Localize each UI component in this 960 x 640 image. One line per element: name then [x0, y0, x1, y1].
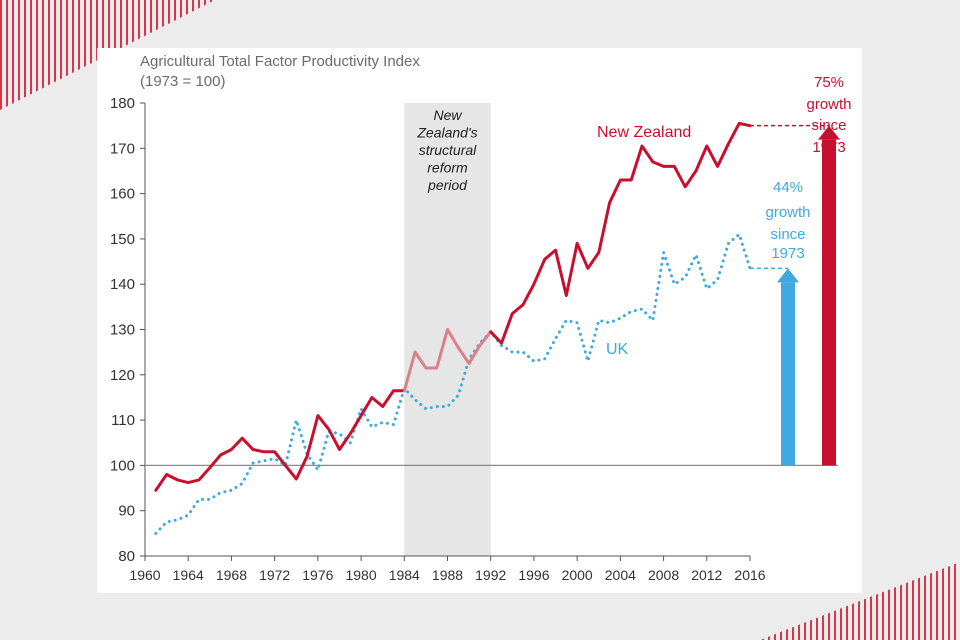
growth-annotation-text: since	[811, 117, 846, 134]
uk-series-label: UK	[606, 341, 629, 358]
y-tick-label: 100	[110, 457, 135, 474]
growth-arrow-head	[777, 268, 799, 283]
x-tick-label: 1976	[302, 567, 333, 583]
x-tick-label: 1984	[389, 567, 420, 583]
y-tick-label: 160	[110, 186, 135, 203]
growth-annotation-text: 1973	[771, 245, 804, 262]
chart-title: Agricultural Total Factor Productivity I…	[140, 53, 420, 70]
growth-annotation-text: 44%	[773, 179, 803, 196]
chart-subtitle: (1973 = 100)	[140, 73, 225, 90]
new-zealand-series-line-post-reform	[489, 121, 752, 345]
growth-annotation-text: 1973	[812, 139, 845, 156]
x-tick-label: 2004	[605, 567, 636, 583]
x-tick-label: 1988	[432, 567, 463, 583]
x-tick-label: 2012	[691, 567, 722, 583]
x-tick-label: 1996	[518, 567, 549, 583]
new-zealand-series-line-reform-period	[402, 328, 493, 393]
plot-area: 80 90 100 110 120 130 140 150 160 170 180 1960 1964 1…	[110, 74, 852, 583]
reform-period-label-line: reform	[427, 160, 468, 176]
x-tick-label: 1972	[259, 567, 290, 583]
x-tick-label: 1992	[475, 567, 506, 583]
growth-annotation-text: 75%	[814, 74, 844, 91]
growth-annotation-text: since	[770, 226, 805, 243]
growth-annotation-text: growth	[806, 96, 851, 113]
x-tick-label: 1960	[129, 567, 160, 583]
x-tick-label: 2016	[734, 567, 765, 583]
bottom-right-stripes	[760, 562, 960, 640]
reform-period-label-line: period	[427, 177, 468, 193]
reform-period-label-line: structural	[419, 142, 477, 158]
y-tick-label: 180	[110, 95, 135, 112]
growth-annotation-text: growth	[765, 204, 810, 221]
y-tick-label: 80	[118, 548, 135, 565]
uk-series-line	[154, 232, 752, 535]
y-tick-label: 120	[110, 367, 135, 384]
y-tick-label: 130	[110, 322, 135, 339]
growth-arrow-shaft	[781, 282, 795, 466]
x-tick-label: 1980	[345, 567, 376, 583]
growth-arrow-head	[818, 125, 840, 140]
y-tick-label: 110	[111, 412, 135, 429]
new-zealand-series-label: New Zealand	[597, 124, 691, 141]
new-zealand-series-line-pre-reform	[154, 389, 406, 492]
x-tick-label: 2000	[562, 567, 593, 583]
y-tick-label: 90	[118, 503, 135, 520]
reform-period-label-line: New	[433, 107, 462, 123]
y-tick-label: 170	[110, 140, 135, 157]
reform-period-label-line: Zealand's	[416, 125, 477, 141]
x-tick-label: 1964	[173, 567, 204, 583]
y-tick-label: 140	[110, 276, 135, 293]
x-tick-label: 2008	[648, 567, 679, 583]
x-tick-label: 1968	[216, 567, 247, 583]
growth-arrow-shaft	[822, 139, 836, 466]
y-tick-label: 150	[110, 231, 135, 248]
